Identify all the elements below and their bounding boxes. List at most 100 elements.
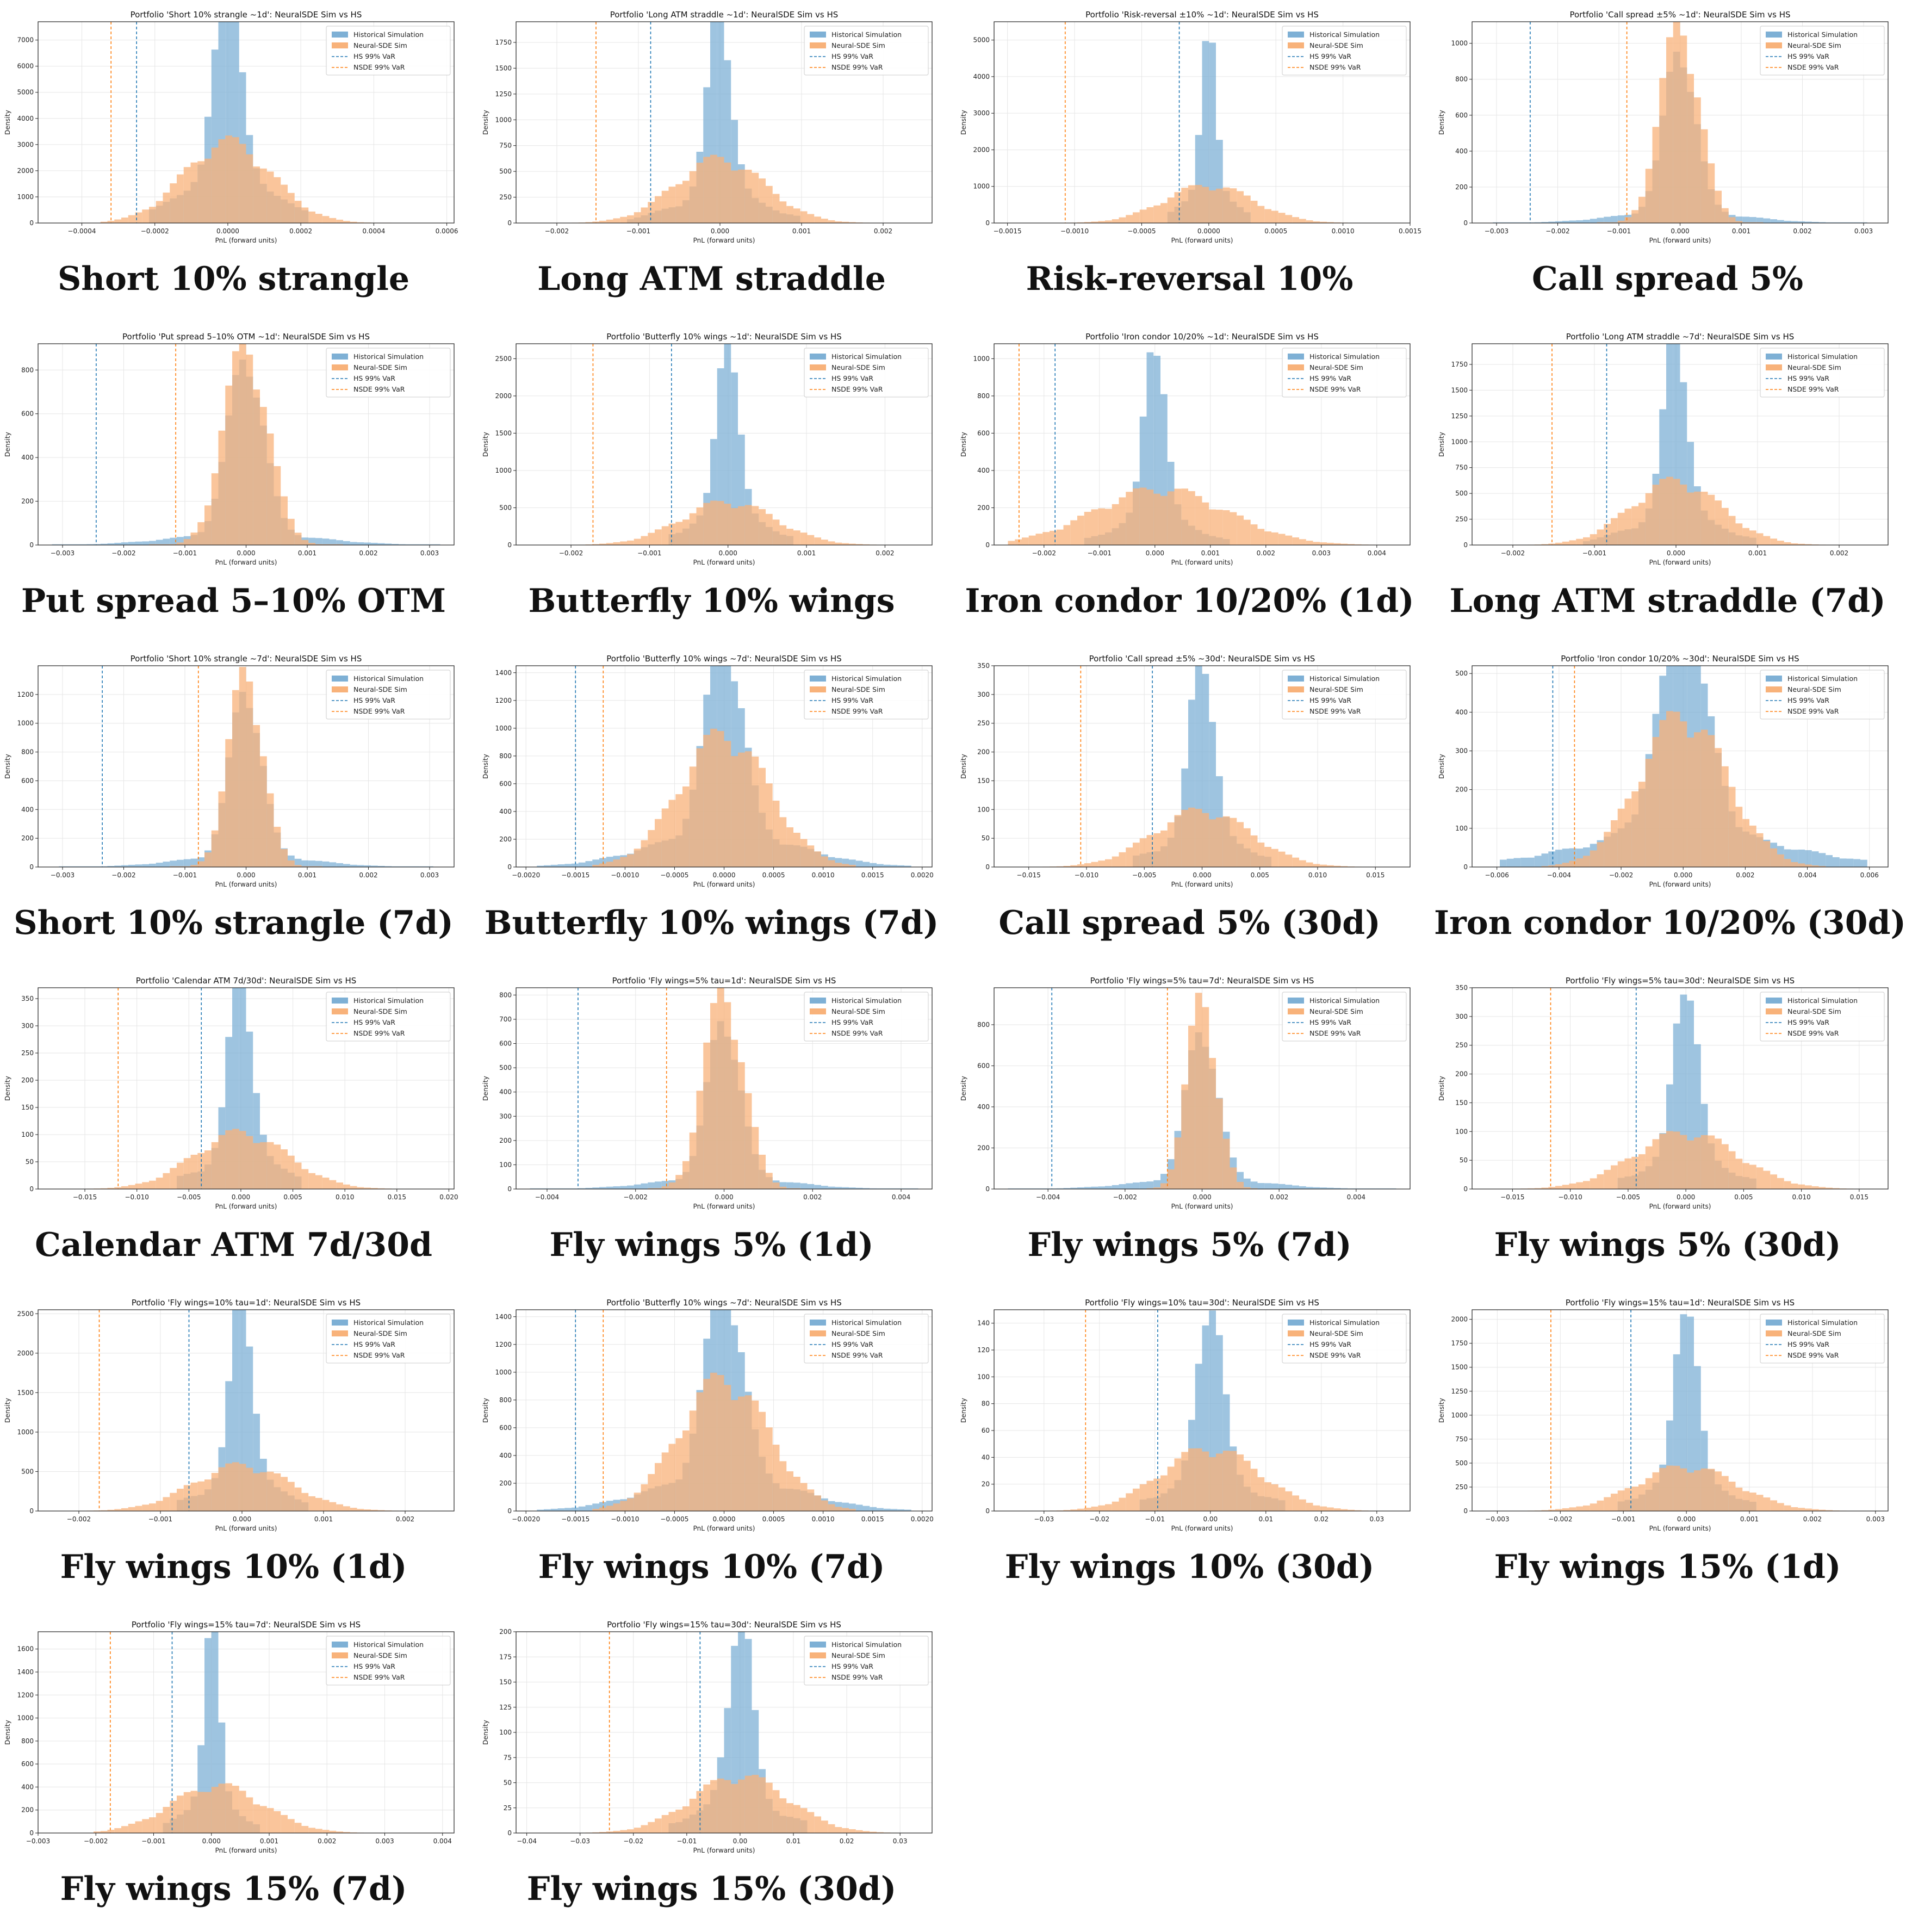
nsde-histogram-bar	[627, 215, 634, 223]
legend-nsde-var-label: NSDE 99% VaR	[1309, 63, 1361, 71]
nsde-histogram-bar	[1812, 1186, 1819, 1189]
chart-title: Portfolio 'Fly wings=5% tau=30d': Neural…	[1566, 976, 1795, 986]
x-tick-label: 0.0000	[216, 227, 239, 235]
nsde-histogram-bar	[1611, 518, 1618, 545]
nsde-histogram-bar	[308, 1496, 315, 1511]
hs-histogram-bar	[1105, 1186, 1112, 1189]
nsde-histogram-bar	[1147, 1481, 1154, 1511]
y-tick-label: 0	[507, 1507, 512, 1515]
x-tick-label: −0.010	[1075, 871, 1098, 879]
nsde-histogram-bar	[1195, 809, 1202, 867]
hs-histogram-bar	[579, 863, 586, 867]
nsde-histogram-bar	[745, 751, 752, 867]
nsde-histogram-bar	[204, 852, 212, 867]
nsde-histogram-bar	[1237, 516, 1244, 545]
hs-histogram-bar	[558, 864, 565, 867]
legend-hs-var-label: HS 99% VaR	[1787, 1340, 1829, 1348]
nsde-histogram-bar	[114, 1828, 121, 1833]
nsde-histogram-bar	[1188, 185, 1195, 223]
nsde-histogram-bar	[1264, 847, 1271, 867]
nsde-histogram-bar	[773, 1182, 780, 1189]
x-tick-label: 0.003	[420, 871, 439, 879]
y-tick-label: 0	[507, 541, 512, 549]
nsde-histogram-bar	[1590, 851, 1597, 867]
legend-nsde-var-label: NSDE 99% VaR	[1309, 1029, 1361, 1037]
legend-nsde-var-label: NSDE 99% VaR	[1309, 385, 1361, 393]
x-tick-label: −0.0002	[141, 227, 169, 235]
nsde-histogram-bar	[1784, 542, 1791, 545]
x-axis-label: PnL (forward units)	[215, 881, 277, 888]
nsde-histogram-bar	[281, 849, 288, 867]
nsde-histogram-bar	[1264, 1482, 1271, 1511]
nsde-histogram-bar	[1320, 542, 1327, 545]
hs-histogram-bar	[1749, 217, 1756, 223]
nsde-histogram-bar	[1722, 508, 1729, 545]
y-axis-label: Density	[960, 754, 967, 779]
chart-caption: Long ATM straddle	[478, 260, 945, 298]
nsde-histogram-bar	[731, 508, 738, 545]
y-tick-label: 500	[1455, 670, 1468, 677]
nsde-histogram-bar	[1562, 542, 1569, 545]
nsde-histogram-bar	[1029, 536, 1036, 545]
legend-nsde-hist-label: Neural-SDE Sim	[1787, 41, 1841, 49]
y-tick-label: 150	[21, 1104, 34, 1111]
nsde-histogram-bar	[1160, 203, 1168, 223]
nsde-histogram-bar	[1286, 1491, 1293, 1511]
x-tick-label: 0.0015	[1399, 227, 1421, 235]
nsde-histogram-bar	[724, 1002, 731, 1189]
nsde-histogram-bar	[184, 1792, 191, 1833]
legend-hs-hist-swatch	[1288, 354, 1304, 360]
nsde-histogram-bar	[142, 1182, 149, 1189]
x-tick-label: −0.002	[1032, 549, 1056, 557]
legend-nsde-var-label: NSDE 99% VaR	[831, 1673, 883, 1681]
nsde-histogram-bar	[1749, 826, 1756, 867]
nsde-histogram-bar	[156, 1501, 163, 1511]
x-tick-label: −0.001	[626, 227, 650, 235]
nsde-histogram-bar	[724, 504, 731, 545]
x-tick-label: −0.0010	[611, 871, 639, 879]
x-tick-label: −0.0015	[994, 227, 1022, 235]
hs-histogram-bar	[1112, 1185, 1119, 1189]
hs-histogram-bar	[564, 864, 572, 867]
legend-hs-hist-swatch	[810, 998, 826, 1004]
nsde-histogram-bar	[1680, 1469, 1687, 1511]
y-tick-label: 100	[977, 1373, 990, 1380]
nsde-histogram-bar	[1687, 1141, 1694, 1189]
x-tick-label: −0.002	[111, 549, 135, 557]
hs-histogram-bar	[821, 1186, 828, 1189]
nsde-histogram-bar	[808, 535, 815, 545]
nsde-histogram-bar	[1084, 863, 1091, 867]
nsde-histogram-bar	[703, 735, 710, 867]
x-tick-label: 0.002	[318, 1837, 336, 1845]
legend-hs-var-label: HS 99% VaR	[1309, 52, 1351, 60]
nsde-histogram-bar	[828, 220, 835, 223]
nsde-histogram-bar	[634, 1828, 641, 1833]
nsde-histogram-bar	[1168, 197, 1175, 223]
nsde-histogram-bar	[627, 1498, 634, 1511]
y-tick-label: 400	[21, 806, 34, 813]
legend-hs-hist-label: Historical Simulation	[353, 996, 424, 1005]
nsde-histogram-bar	[1264, 531, 1271, 545]
x-tick-label: 0.0002	[289, 227, 312, 235]
nsde-histogram-bar	[170, 183, 177, 223]
nsde-histogram-bar	[1590, 1503, 1597, 1511]
legend-hs-hist-swatch	[332, 1642, 348, 1648]
nsde-histogram-bar	[1133, 212, 1140, 223]
nsde-histogram-bar	[1653, 737, 1660, 867]
nsde-histogram-bar	[1202, 503, 1209, 545]
x-tick-label: 0.0000	[1197, 227, 1220, 235]
legend-nsde-hist-label: Neural-SDE Sim	[353, 41, 407, 49]
x-tick-label: 0.000	[237, 871, 255, 879]
y-axis-label: Density	[482, 1076, 489, 1101]
nsde-histogram-bar	[288, 193, 295, 223]
x-tick-label: 0.001	[260, 1837, 278, 1845]
x-tick-label: −0.002	[1113, 1193, 1137, 1201]
nsde-histogram-bar	[1057, 530, 1064, 545]
nsde-histogram-bar	[1175, 815, 1182, 867]
nsde-histogram-bar	[1673, 711, 1680, 867]
nsde-histogram-bar	[655, 819, 662, 867]
